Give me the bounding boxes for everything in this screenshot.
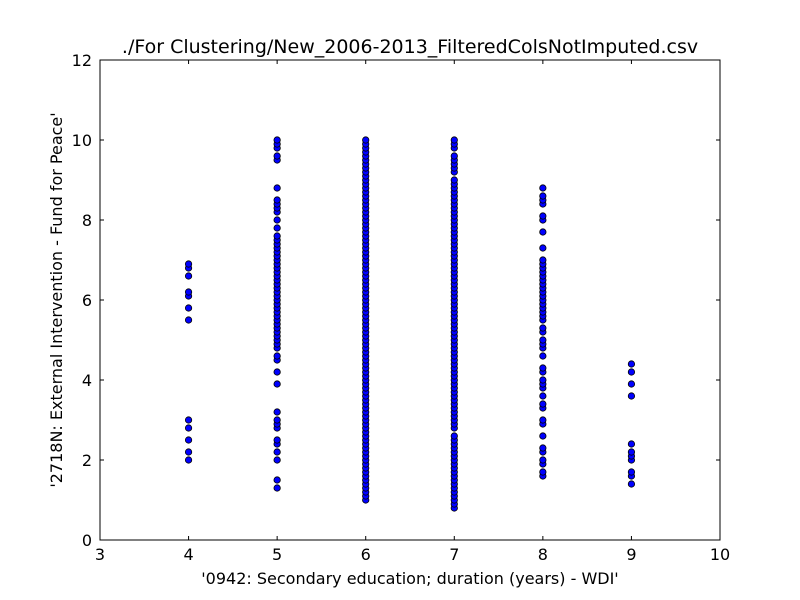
scatter-point [539,456,547,464]
scatter-point [184,436,193,444]
scatter-point [539,212,547,220]
chart-title: ./For Clustering/New_2006-2013_FilteredC… [122,36,698,58]
scatter-point [539,444,547,452]
scatter-point [539,376,547,384]
scatter-point [539,468,547,476]
scatter-point [450,432,458,440]
x-tick-label: 10 [710,545,730,564]
scatter-point [273,352,281,360]
x-tick-label: 8 [538,545,548,564]
scatter-point [184,316,193,324]
scatter-point [627,360,636,368]
scatter-point [273,216,281,224]
scatter-point [539,324,547,332]
scatter-point [273,152,281,160]
scatter-point [627,392,636,400]
y-tick-label: 8 [82,211,92,230]
scatter-point [539,432,547,440]
scatter-point [539,400,547,408]
scatter-point [273,136,281,144]
scatter-point [273,416,281,424]
scatter-point [273,196,281,204]
ticks-layer: 3 4 5 6 7 8 9 10 0 2 4 6 8 10 12 [72,51,731,564]
scatter-point [273,380,281,388]
y-tick-label: 0 [82,531,92,550]
x-tick-label: 3 [95,545,105,564]
x-tick-label: 6 [361,545,371,564]
x-tick-label: 9 [626,545,636,564]
y-tick-label: 4 [82,371,92,390]
y-axis-title: '2718N: External Intervention - Fund for… [47,112,66,487]
scatter-point [184,288,193,296]
scatter-point [184,272,193,280]
scatter-point [273,232,281,240]
y-tick-label: 2 [82,451,92,470]
scatter-point [627,468,636,476]
scatter-point [273,456,281,464]
scatter-point [627,448,636,456]
scatter-point [539,336,547,344]
scatter-point [273,484,281,492]
scatter-point [539,364,547,372]
y-tick-label: 10 [72,131,92,150]
scatter-point [450,152,458,160]
scatter-point [273,448,281,456]
scatter-point [539,184,547,192]
scatter-point [362,136,370,144]
plot-frame [99,59,721,541]
scatter-point [627,368,636,376]
x-tick-label: 5 [272,545,282,564]
scatter-point [273,476,281,484]
scatter-point [539,192,547,200]
scatter-point [184,456,193,464]
scatter-point [539,228,547,236]
scatter-point [627,480,636,488]
scatter-point [539,352,547,360]
x-tick-label: 4 [183,545,193,564]
y-tick-label: 12 [72,51,92,70]
points-layer [184,136,636,512]
scatter-point [273,184,281,192]
scatter-point [184,448,193,456]
scatter-point [450,176,458,184]
y-tick-label: 6 [82,291,92,310]
scatter-point [450,136,458,144]
x-axis-title: '0942: Secondary education; duration (ye… [201,569,618,588]
scatter-point [184,304,193,312]
scatter-point [539,244,547,252]
scatter-point [539,392,547,400]
scatter-point [184,416,193,424]
scatter-point [539,416,547,424]
scatter-point [184,424,193,432]
scatter-point [273,436,281,444]
scatter-point [273,224,281,232]
scatter-point [627,440,636,448]
scatter-point [273,368,281,376]
x-tick-label: 7 [449,545,459,564]
scatter-point [184,260,193,268]
scatter-point [273,408,281,416]
scatter-point [539,256,547,264]
scatter-point [627,380,636,388]
